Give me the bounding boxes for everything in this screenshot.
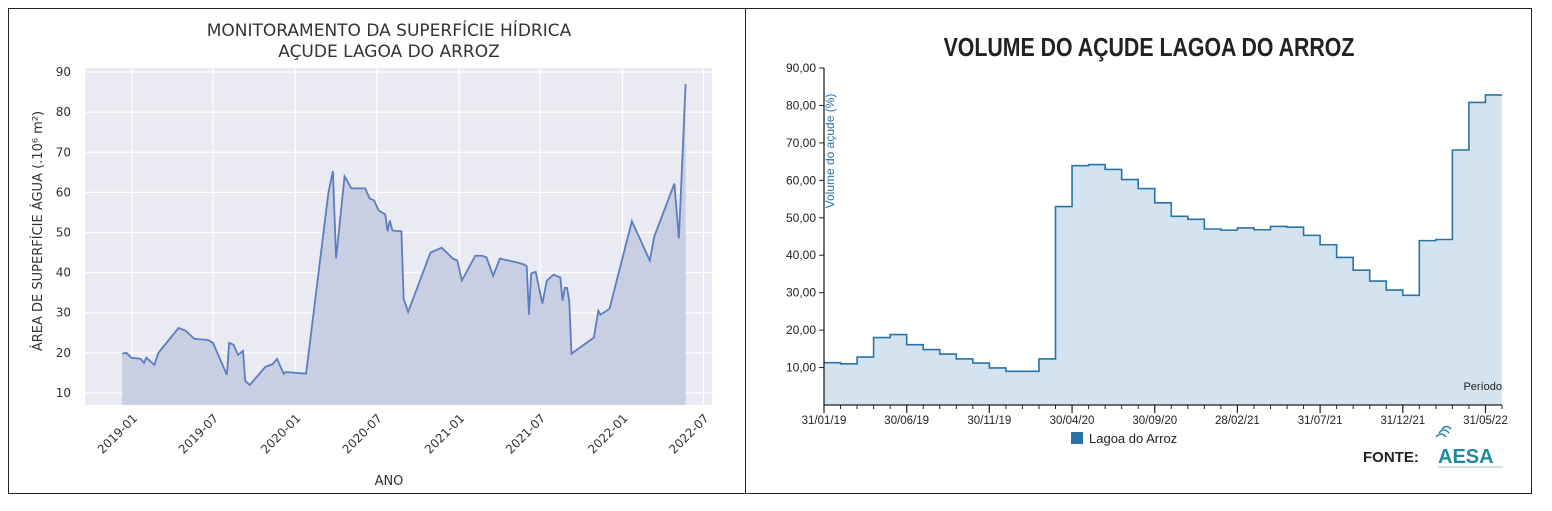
legend-swatch xyxy=(1071,432,1083,444)
aesa-logo: AESA xyxy=(1435,425,1503,468)
y-tick-label: 90,00 xyxy=(786,61,816,75)
y-tick-label: 50 xyxy=(56,225,71,239)
y-tick-label: 30,00 xyxy=(786,286,816,300)
volume-chart: VOLUME DO AÇUDE LAGOA DO ARROZ 90,00 80,0… xyxy=(786,33,1508,468)
y-tick-label: 20 xyxy=(56,346,71,360)
volume-chart-panel: VOLUME DO AÇUDE LAGOA DO ARROZ 90,00 80,0… xyxy=(745,8,1532,494)
x-axis-label: Período xyxy=(1463,381,1502,393)
x-tick-label: 30/11/19 xyxy=(967,415,1011,427)
x-tick-label: 2019-07 xyxy=(176,411,221,456)
chart-title: MONITORAMENTO DA SUPERFÍCIE HÍDRICA xyxy=(207,19,572,41)
x-tick-label: 2020-01 xyxy=(258,411,303,456)
x-tick-label: 2022-07 xyxy=(666,411,711,456)
y-tick-label: 80 xyxy=(56,105,71,119)
y-tick-label: 70,00 xyxy=(786,136,816,150)
source-label: FONTE: xyxy=(1363,449,1419,466)
chart-title: VOLUME DO AÇUDE LAGOA DO ARROZ xyxy=(944,33,1355,63)
y-tick-label: 40,00 xyxy=(786,248,816,262)
y-axis-label: ÁREA DE SUPERFÍCIE ÁGUA (.10⁶ m²) xyxy=(30,111,46,351)
water-drop-icon xyxy=(1435,425,1452,438)
x-tick-label: 2021-01 xyxy=(422,411,467,456)
x-tick-label: 31/12/21 xyxy=(1380,415,1425,427)
y-tick-label: 70 xyxy=(56,145,71,159)
x-tick-label: 30/06/19 xyxy=(884,415,929,427)
series-line xyxy=(121,84,687,387)
x-tick-label: 28/02/21 xyxy=(1215,415,1260,427)
surface-area-chart-panel: MONITORAMENTO DA SUPERFÍCIE HÍDRICA AÇUD… xyxy=(8,8,746,494)
aesa-logo-text: AESA xyxy=(1438,446,1494,468)
y-tick-label: 60,00 xyxy=(786,173,816,187)
y-tick-label: 60 xyxy=(56,185,71,199)
x-tick-label: 31/07/21 xyxy=(1298,415,1343,427)
chart-subtitle: AÇUDE LAGOA DO ARROZ xyxy=(278,42,500,62)
area-fill xyxy=(824,94,1502,406)
legend[interactable]: Lagoa do Arroz xyxy=(1071,431,1177,446)
y-tick-label: 80,00 xyxy=(786,98,816,112)
y-tick-label: 50,00 xyxy=(786,211,816,225)
y-tick-label: 20,00 xyxy=(786,323,816,337)
area-fill xyxy=(122,84,686,406)
y-axis-label: Volume do açude (%) xyxy=(823,94,837,209)
x-axis-label: ANO xyxy=(375,474,404,489)
x-tick-label: 31/05/22 xyxy=(1463,415,1508,427)
x-tick-label: 2020-07 xyxy=(340,411,385,456)
legend-label: Lagoa do Arroz xyxy=(1089,431,1177,446)
x-tick-label: 2022-01 xyxy=(585,411,630,456)
y-tick-label: 10,00 xyxy=(786,361,816,375)
y-tick-label: 40 xyxy=(56,266,71,280)
x-tick-label: 2019-01 xyxy=(95,411,140,456)
y-tick-label: 90 xyxy=(56,65,71,79)
y-tick-label: 10 xyxy=(56,386,71,400)
x-tick-label: 31/01/19 xyxy=(802,415,847,427)
surface-area-chart: MONITORAMENTO DA SUPERFÍCIE HÍDRICA AÇUD… xyxy=(30,19,712,489)
x-tick-label: 2021-07 xyxy=(503,411,548,456)
series-line xyxy=(824,94,1502,373)
plot-area: 10 20 30 40 50 60 70 80 90 2019-01 2019-07 2020-01 2… xyxy=(56,65,712,457)
x-tick-label: 30/04/20 xyxy=(1050,415,1095,427)
x-tick-label: 30/09/20 xyxy=(1132,415,1177,427)
plot-area: 90,00 80,00 70,00 60,00 50,00 40,00 30,00 20,00… xyxy=(786,61,1508,427)
y-tick-label: 30 xyxy=(56,306,71,320)
